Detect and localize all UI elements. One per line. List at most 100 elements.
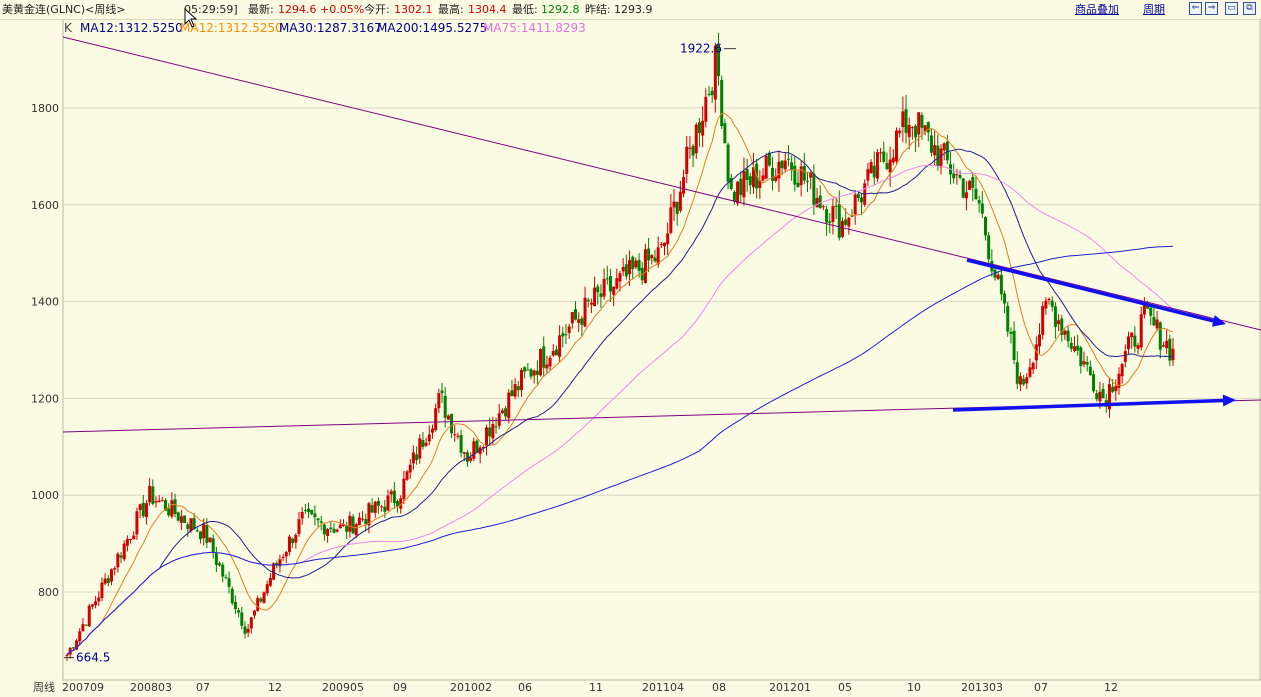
candle-body	[227, 578, 231, 587]
candle-body	[351, 516, 355, 534]
candle-body	[380, 506, 384, 508]
x-axis: 周线 200709 200803 07 12 200905 09 201002 06 11 2011…	[33, 679, 1261, 694]
scroll-right-button[interactable]: ⇒	[1205, 2, 1218, 15]
candle-body	[974, 188, 978, 200]
candle-body	[1098, 391, 1102, 402]
candle-body	[237, 610, 241, 613]
candle-body	[167, 508, 171, 516]
candle-body	[469, 457, 473, 461]
candle-body	[580, 318, 584, 325]
candle-body	[1050, 300, 1054, 307]
candle-body	[996, 274, 1000, 279]
candle-body	[682, 177, 686, 194]
candle-body	[202, 524, 206, 539]
overlay-commodity-link[interactable]: 商品叠加	[1075, 3, 1119, 16]
candle-body	[246, 628, 250, 633]
candle-body	[1161, 345, 1165, 347]
x-tick-label: 08	[712, 681, 726, 694]
candle-body	[605, 278, 609, 280]
candle-body	[1155, 319, 1159, 329]
candle-body	[1139, 314, 1143, 348]
scroll-left-button[interactable]: ⇐	[1189, 2, 1202, 15]
candle-body	[291, 538, 295, 544]
candle-body	[732, 191, 736, 202]
candle-body	[1025, 377, 1029, 384]
candle-body	[516, 386, 520, 391]
restore-button[interactable]: ⧉	[1243, 2, 1256, 15]
candle-body	[898, 130, 902, 134]
candle-body	[494, 426, 498, 428]
candle-body	[386, 495, 390, 511]
candle-body	[450, 413, 454, 434]
k-label: K	[64, 21, 72, 35]
candle-body	[1085, 361, 1089, 365]
candle-body	[593, 287, 597, 306]
candle-body	[678, 191, 682, 211]
candle-body	[307, 508, 311, 513]
candle-body	[767, 152, 771, 166]
candle-body	[955, 174, 959, 176]
candle-body	[1082, 361, 1086, 365]
candle-body	[300, 512, 304, 519]
prev-settle-label: 昨结:	[585, 3, 611, 16]
candle-body	[1063, 330, 1067, 335]
candle-body	[523, 367, 527, 372]
candle-body	[1044, 300, 1048, 309]
candle-body	[284, 552, 288, 557]
candle-body	[786, 158, 790, 160]
x-tick-label: 201303	[961, 681, 1003, 694]
candle-body	[882, 151, 886, 162]
candle-body	[628, 260, 632, 275]
candle-body	[405, 471, 409, 480]
candle-body	[710, 90, 714, 96]
candle-body	[253, 610, 257, 616]
change-value: +0.05%	[320, 3, 365, 16]
candle-body	[224, 577, 228, 579]
candle-body	[739, 178, 743, 195]
candle-body	[1012, 330, 1016, 361]
candle-body	[774, 175, 778, 181]
candle-body	[539, 349, 543, 376]
candle-body	[392, 490, 396, 504]
candle-body	[472, 441, 476, 459]
candle-body	[87, 605, 91, 627]
instrument-title: 美黄金连(GLNC)<周线>	[2, 3, 126, 16]
quote-header: 美黄金连(GLNC)<周线> 05:29:59] 最新: 1294.6 +0.0…	[0, 0, 1261, 20]
candle-body	[1041, 305, 1045, 335]
candle-body	[389, 491, 393, 495]
candle-body	[119, 555, 123, 558]
candle-body	[1034, 344, 1038, 361]
candle-body	[818, 195, 822, 209]
open-label: 今开:	[364, 3, 390, 16]
trend-arrow-head	[1211, 315, 1226, 327]
candle-body	[586, 299, 590, 302]
candle-body	[856, 193, 860, 199]
candle-body	[281, 557, 285, 559]
candle-body	[81, 624, 85, 632]
candle-body	[148, 485, 152, 503]
candle-body	[214, 552, 218, 565]
candle-body	[164, 500, 168, 511]
candle-body	[510, 390, 514, 397]
candle-body	[370, 505, 374, 513]
candle-body	[249, 617, 253, 629]
period-link[interactable]: 周期	[1143, 3, 1165, 16]
candle-body	[548, 357, 552, 367]
candle-body	[1136, 345, 1140, 349]
candle-body	[354, 524, 358, 536]
candle-body	[208, 537, 212, 542]
candle-body	[1069, 342, 1073, 349]
candle-body	[310, 509, 314, 515]
y-tick-label: 800	[38, 586, 59, 599]
candle-body	[513, 384, 517, 397]
candle-body	[481, 447, 485, 449]
candle-body	[345, 525, 349, 532]
candle-body	[259, 598, 263, 602]
candle-body	[462, 452, 466, 454]
candle-series	[65, 32, 1175, 661]
maximize-button[interactable]: ▭	[1225, 2, 1238, 15]
candle-body	[434, 408, 438, 431]
candle-body	[256, 598, 260, 611]
candle-body	[564, 334, 568, 336]
